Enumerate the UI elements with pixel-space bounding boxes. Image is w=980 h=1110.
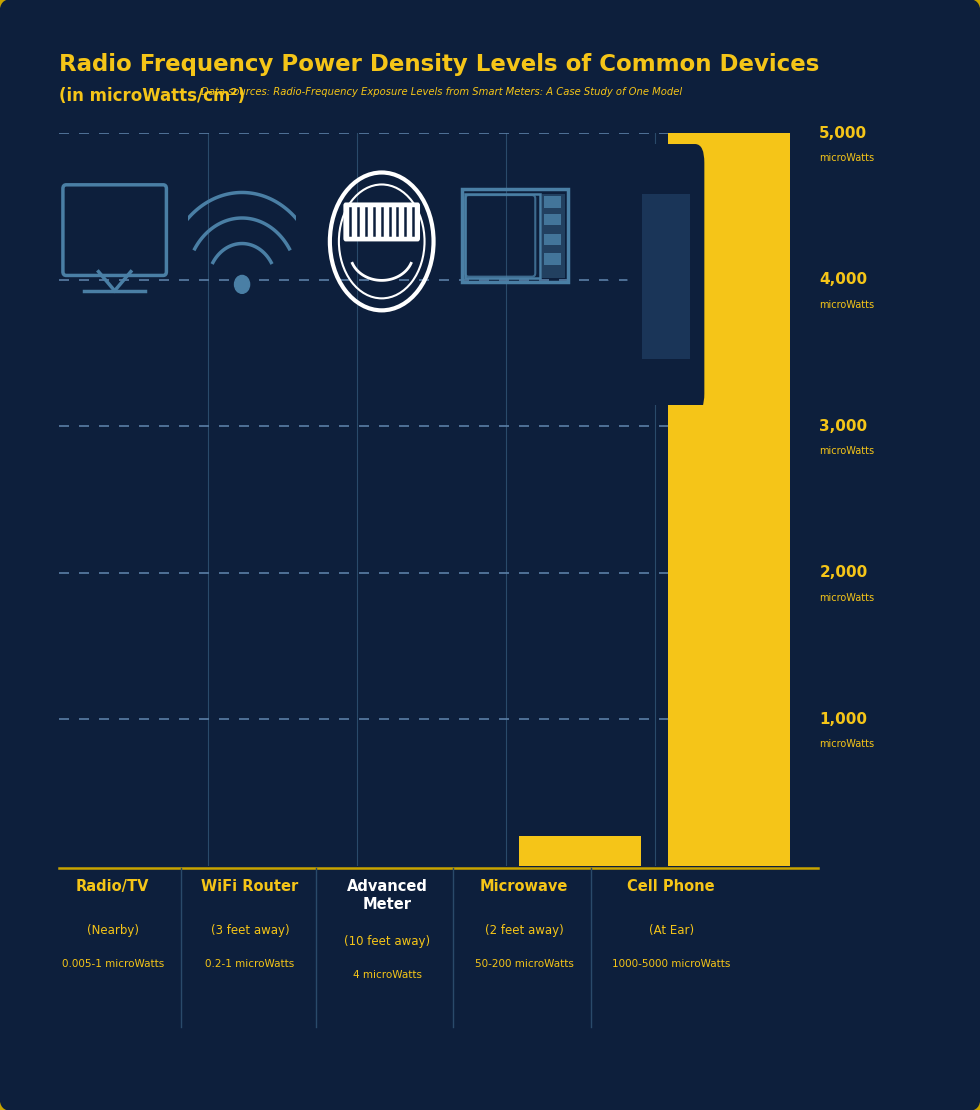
- Text: 4,000: 4,000: [819, 272, 867, 287]
- Bar: [466, 194, 540, 278]
- Bar: [544, 253, 562, 265]
- Text: 2,000: 2,000: [819, 565, 867, 581]
- Text: Cell Phone: Cell Phone: [627, 879, 715, 895]
- Text: microWatts: microWatts: [819, 739, 874, 749]
- Bar: [544, 196, 562, 208]
- Text: microWatts: microWatts: [819, 153, 874, 163]
- Text: 50-200 microWatts: 50-200 microWatts: [475, 959, 573, 969]
- Text: 0.005-1 microWatts: 0.005-1 microWatts: [62, 959, 164, 969]
- Text: Data sources: Radio-Frequency Exposure Levels from Smart Meters: A Case Study of: Data sources: Radio-Frequency Exposure L…: [201, 87, 682, 97]
- Bar: [544, 233, 562, 245]
- Text: Microwave: Microwave: [480, 879, 568, 895]
- Text: (3 feet away): (3 feet away): [211, 924, 289, 937]
- FancyBboxPatch shape: [629, 145, 703, 411]
- Text: 4 microWatts: 4 microWatts: [353, 970, 421, 980]
- Text: WiFi Router: WiFi Router: [201, 879, 299, 895]
- Bar: [519, 837, 641, 866]
- Text: 1,000: 1,000: [819, 712, 867, 727]
- Text: (Nearby): (Nearby): [86, 924, 139, 937]
- Text: (in microWatts/cm²): (in microWatts/cm²): [59, 87, 245, 104]
- Bar: [462, 189, 568, 282]
- Text: Radio Frequency Power Density Levels of Common Devices: Radio Frequency Power Density Levels of …: [59, 53, 819, 77]
- Text: Advanced
Meter: Advanced Meter: [347, 879, 427, 911]
- Bar: [544, 214, 562, 225]
- FancyBboxPatch shape: [343, 202, 420, 241]
- Text: 3,000: 3,000: [819, 418, 867, 434]
- Text: microWatts: microWatts: [819, 593, 874, 603]
- Text: (At Ear): (At Ear): [649, 924, 694, 937]
- Bar: [668, 133, 790, 866]
- Text: 0.2-1 microWatts: 0.2-1 microWatts: [205, 959, 295, 969]
- Circle shape: [234, 275, 250, 293]
- Text: 5,000: 5,000: [819, 125, 867, 141]
- Text: (2 feet away): (2 feet away): [485, 924, 564, 937]
- Text: 1000-5000 microWatts: 1000-5000 microWatts: [612, 959, 730, 969]
- Bar: [542, 194, 564, 278]
- Text: microWatts: microWatts: [819, 300, 874, 310]
- Bar: [642, 194, 690, 359]
- Text: Radio/TV: Radio/TV: [76, 879, 149, 895]
- Text: (10 feet away): (10 feet away): [344, 935, 430, 948]
- Text: microWatts: microWatts: [819, 446, 874, 456]
